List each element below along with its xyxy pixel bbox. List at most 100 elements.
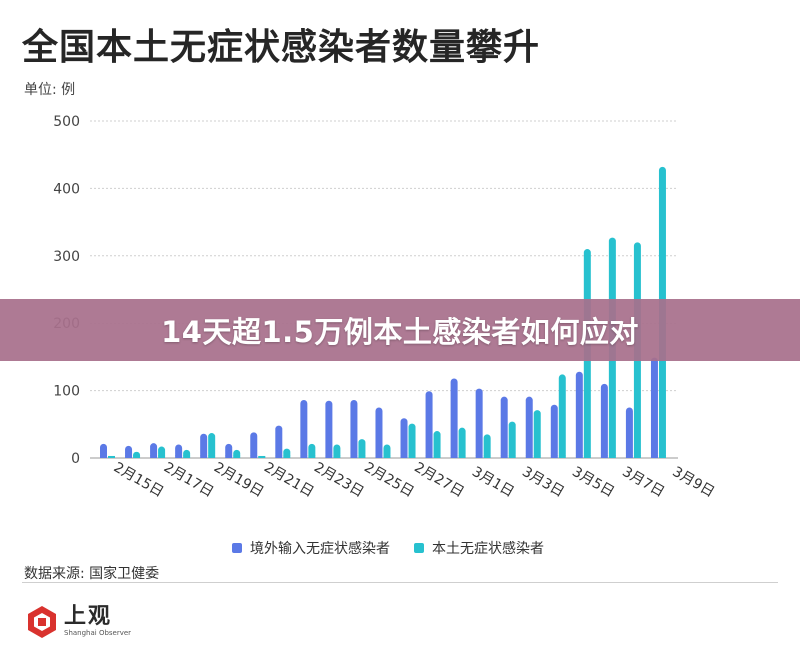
bar-imported bbox=[450, 378, 458, 458]
bar-imported bbox=[200, 433, 208, 458]
bar-imported-base bbox=[575, 455, 583, 458]
bar-imported bbox=[125, 445, 133, 458]
bar-local bbox=[533, 410, 541, 458]
shanghai-observer-logo-icon bbox=[28, 606, 56, 638]
bar-imported-base bbox=[600, 455, 608, 458]
x-tick-label: 3月5日 bbox=[569, 464, 617, 501]
x-tick-label: 2月17日 bbox=[161, 459, 216, 500]
bar-local bbox=[408, 423, 416, 458]
bar-local-base bbox=[608, 455, 616, 458]
bar-local-base bbox=[258, 455, 266, 458]
bar-imported-base bbox=[325, 455, 333, 458]
legend-item-imported: 境外输入无症状感染者 bbox=[232, 538, 390, 558]
bar-imported bbox=[250, 432, 258, 458]
bar-local-base bbox=[308, 455, 316, 458]
x-tick-label: 2月27日 bbox=[411, 459, 466, 500]
unit-label: 单位: 例 bbox=[24, 82, 76, 98]
bar-local-base bbox=[133, 455, 141, 458]
bar-imported-base bbox=[150, 455, 158, 458]
bar-imported bbox=[600, 383, 608, 458]
bar-local-base bbox=[508, 455, 516, 458]
bar-imported-base bbox=[425, 455, 433, 458]
bar-local bbox=[383, 444, 391, 458]
bar-imported-base bbox=[100, 455, 107, 458]
bar-chart: 0100200300400500 2月15日2月17日2月19日2月21日2月2… bbox=[53, 114, 717, 501]
y-tick-label: 500 bbox=[53, 114, 80, 130]
legend-swatch-local bbox=[414, 543, 424, 553]
bar-imported-base bbox=[625, 455, 633, 458]
source-note: 数据来源: 国家卫健委 bbox=[24, 566, 160, 582]
bar-imported bbox=[175, 444, 183, 458]
bar-imported bbox=[525, 396, 533, 458]
bar-imported-base bbox=[475, 455, 483, 458]
bar-imported-base bbox=[300, 455, 308, 458]
bar-imported bbox=[225, 443, 233, 458]
x-tick-label: 2月23日 bbox=[311, 459, 366, 500]
overlay-banner: 14天超1.5万例本土感染者如何应对 bbox=[0, 299, 800, 361]
bar-local bbox=[483, 434, 491, 458]
bar-imported bbox=[300, 400, 308, 458]
bar-local-base bbox=[208, 455, 216, 458]
bar-imported-base bbox=[650, 455, 658, 458]
bar-local-base bbox=[158, 455, 166, 458]
x-tick-label: 2月21日 bbox=[261, 459, 316, 500]
bar-imported-base bbox=[350, 455, 358, 458]
bar-local-base bbox=[408, 455, 416, 458]
bar-local-base bbox=[283, 455, 291, 458]
bar-imported bbox=[325, 400, 333, 458]
bar-local-base bbox=[333, 455, 341, 458]
x-tick-label: 3月3日 bbox=[519, 464, 567, 501]
bar-local-base bbox=[183, 455, 191, 458]
bar-local-base bbox=[658, 455, 666, 458]
legend-label-local: 本土无症状感染者 bbox=[432, 541, 544, 557]
bar-imported-base bbox=[175, 455, 183, 458]
y-tick-label: 0 bbox=[71, 451, 80, 467]
bar-local bbox=[333, 444, 341, 458]
bar-imported-base bbox=[275, 455, 283, 458]
bar-imported-base bbox=[250, 455, 258, 458]
bar-imported-base bbox=[550, 455, 558, 458]
bar-local-base bbox=[108, 455, 115, 458]
bar-local bbox=[558, 374, 566, 458]
bar-imported bbox=[575, 371, 583, 458]
bar-imported-base bbox=[375, 455, 383, 458]
x-tick-label: 3月9日 bbox=[669, 464, 717, 501]
x-tick-label: 2月15日 bbox=[111, 459, 166, 500]
bar-imported bbox=[500, 396, 508, 458]
y-tick-label: 100 bbox=[53, 384, 80, 400]
y-tick-label: 400 bbox=[53, 181, 80, 197]
bar-local-base bbox=[583, 455, 591, 458]
bar-local-base bbox=[383, 455, 391, 458]
bar-imported bbox=[100, 443, 107, 458]
bar-local bbox=[358, 439, 366, 458]
logo-text-cn: 上观 bbox=[64, 604, 113, 629]
bar-local bbox=[208, 433, 216, 458]
bar-imported-base bbox=[450, 455, 458, 458]
bar-local-base bbox=[458, 455, 466, 458]
bar-imported bbox=[400, 418, 408, 458]
bar-imported-base bbox=[400, 455, 408, 458]
bar-local bbox=[433, 431, 441, 458]
banner-text: 14天超1.5万例本土感染者如何应对 bbox=[161, 315, 639, 349]
bar-imported-base bbox=[225, 455, 233, 458]
legend: 境外输入无症状感染者 本土无症状感染者 bbox=[232, 538, 568, 558]
chart-title: 全国本土无症状感染者数量攀升 bbox=[22, 27, 541, 68]
bar-local-base bbox=[533, 455, 541, 458]
bar-local-base bbox=[358, 455, 366, 458]
bar-imported-base bbox=[200, 455, 208, 458]
logo-text-en: Shanghai Observer bbox=[64, 629, 132, 637]
bar-local-base bbox=[233, 455, 241, 458]
bar-imported bbox=[375, 407, 383, 458]
y-tick-label: 300 bbox=[53, 249, 80, 265]
bar-local-base bbox=[633, 455, 641, 458]
x-tick-label: 3月7日 bbox=[619, 464, 667, 501]
bar-imported-base bbox=[525, 455, 533, 458]
bar-local-base bbox=[558, 455, 566, 458]
bar-local bbox=[308, 443, 316, 458]
bar-local bbox=[458, 427, 466, 458]
divider bbox=[22, 582, 778, 583]
x-tick-label: 2月25日 bbox=[361, 459, 416, 500]
legend-label-imported: 境外输入无症状感染者 bbox=[250, 541, 390, 557]
bar-imported bbox=[275, 425, 283, 458]
bar-local-base bbox=[433, 455, 441, 458]
